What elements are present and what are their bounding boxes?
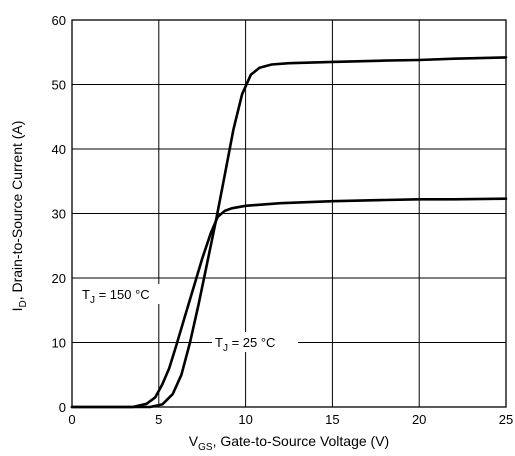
- y-axis-label: ID, Drain-to-Source Current (A): [9, 121, 29, 312]
- x-axis-label-main: V: [189, 433, 199, 449]
- series-line-tj-150: [70, 197, 508, 409]
- annotation-tj-25: TJ = 25 °C: [212, 332, 298, 354]
- x-tick-label: 20: [412, 412, 426, 427]
- series-line-tj-25: [70, 56, 508, 409]
- x-tick-label: 25: [499, 412, 513, 427]
- curves: [70, 56, 508, 409]
- y-tick-label: 0: [59, 400, 66, 415]
- x-tick-label: 5: [155, 412, 162, 427]
- x-axis-label: VGS, Gate-to-Source Voltage (V): [189, 433, 389, 453]
- plot-frame: [71, 19, 507, 408]
- y-axis-label-sub: D: [18, 300, 29, 307]
- annotation-150-rest: = 150 °C: [95, 287, 150, 302]
- x-tick-label: 15: [325, 412, 339, 427]
- y-tick-label: 50: [52, 78, 66, 93]
- y-tick-label: 30: [52, 207, 66, 222]
- y-axis-label-main: I: [9, 308, 25, 312]
- y-axis-label-rest: , Drain-to-Source Current (A): [9, 121, 25, 301]
- annotation-150-main: T: [82, 287, 90, 302]
- x-axis-label-rest: , Gate-to-Source Voltage (V): [213, 433, 390, 449]
- tick-labels: 0 5 10 15 20 25 0 10 20 30 40 50 60: [52, 13, 514, 427]
- annotation-25-sub: J: [223, 343, 228, 354]
- annotation-tj-150: TJ = 150 °C: [80, 284, 178, 306]
- annotation-25-rest: = 25 °C: [228, 335, 275, 350]
- x-tick-label: 10: [238, 412, 252, 427]
- x-tick-label: 0: [68, 412, 75, 427]
- y-tick-label: 40: [52, 142, 66, 157]
- annotation-25-main: T: [215, 335, 223, 350]
- svg-text:TJ = 150 °C: TJ = 150 °C: [82, 287, 150, 306]
- y-tick-label: 60: [52, 13, 66, 28]
- y-tick-label: 20: [52, 271, 66, 286]
- svg-text:TJ = 25 °C: TJ = 25 °C: [215, 335, 275, 354]
- x-axis-label-sub: GS: [198, 442, 213, 453]
- y-tick-label: 10: [52, 336, 66, 351]
- annotation-150-sub: J: [90, 295, 95, 306]
